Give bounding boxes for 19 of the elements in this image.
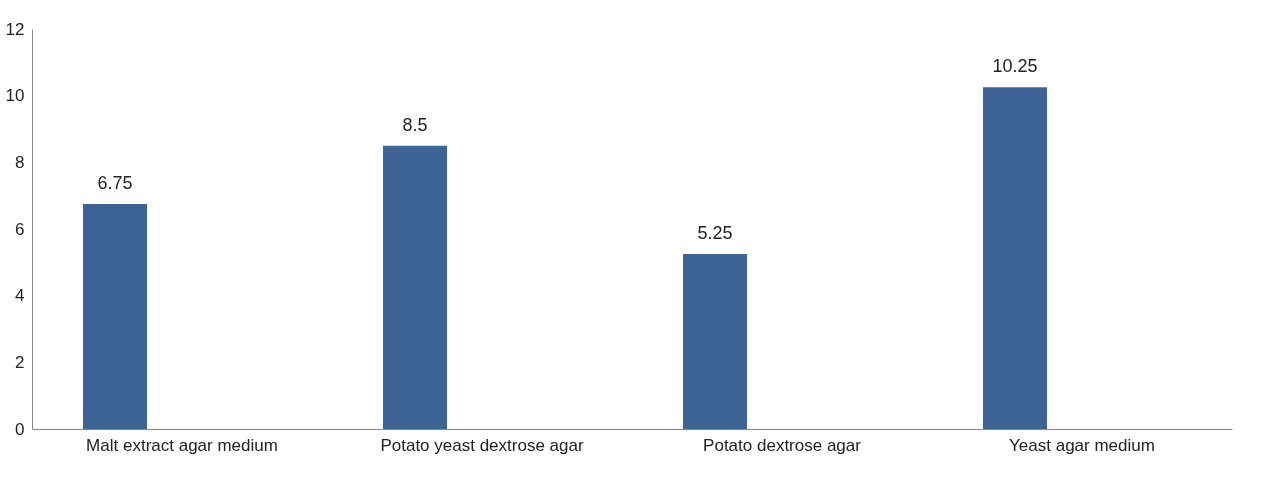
data-label: 8.5 xyxy=(402,114,428,135)
x-tick-label: Potato yeast dextrose agar xyxy=(380,435,584,455)
y-tick-label: 0 xyxy=(15,419,25,439)
bar xyxy=(83,204,147,429)
y-tick-label: 12 xyxy=(5,19,25,39)
y-tick-label: 2 xyxy=(15,352,25,372)
y-tick-label: 10 xyxy=(5,86,25,106)
x-tick-label: Yeast agar medium xyxy=(1009,435,1155,455)
x-tick-label: Potato dextrose agar xyxy=(703,435,862,455)
data-label: 6.75 xyxy=(97,173,133,193)
bar xyxy=(383,145,447,429)
bar xyxy=(683,254,747,429)
y-tick-label: 6 xyxy=(15,219,25,239)
y-tick-label: 4 xyxy=(15,286,25,306)
data-label: 5.25 xyxy=(697,223,733,243)
x-tick-label: Malt extract agar medium xyxy=(86,435,278,455)
y-tick-label: 8 xyxy=(15,152,25,172)
bar xyxy=(983,87,1047,429)
data-label: 10.25 xyxy=(992,56,1038,77)
